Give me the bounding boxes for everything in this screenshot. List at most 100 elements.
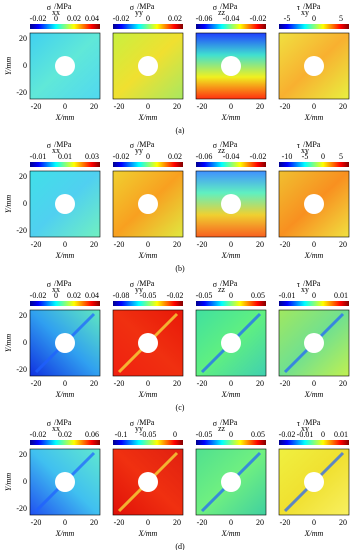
panel-symbol: σ <box>213 3 218 12</box>
panel-subscript: zz <box>218 424 226 433</box>
colorbar-tick-label: 0 <box>229 291 233 300</box>
x-tick-label: -20 <box>280 102 291 111</box>
colorbar-tick-label: 0.02 <box>67 291 81 300</box>
y-tick-label: 20 <box>19 450 27 459</box>
map-frame <box>29 309 101 377</box>
x-axis-label: X/mm <box>138 529 158 538</box>
hole <box>221 194 241 214</box>
x-tick-label: 20 <box>339 379 347 388</box>
colorbar <box>113 301 183 306</box>
panel-subscript: xy <box>301 285 309 294</box>
map-frame <box>278 309 350 377</box>
panel-subscript: zz <box>218 146 226 155</box>
colorbar-tick-label: -0.05 <box>140 291 157 300</box>
colorbar-tick-label: 0.04 <box>85 14 99 23</box>
panel-symbol: σ <box>213 419 218 428</box>
x-tick-label: -20 <box>280 379 291 388</box>
x-tick-label: 20 <box>90 240 98 249</box>
x-tick-label: -20 <box>197 379 208 388</box>
panel-symbol: σ <box>130 280 135 289</box>
colorbar-tick-label: -0.02 <box>167 291 184 300</box>
panel-unit: /MPa <box>137 140 155 149</box>
hole <box>55 56 75 76</box>
y-tick-label: 0 <box>23 199 27 208</box>
colorbar-tick-label: 5 <box>339 152 343 161</box>
colorbar <box>196 440 266 445</box>
hole <box>304 56 324 76</box>
colorbar-tick-label: 0.04 <box>85 291 99 300</box>
hole <box>304 333 324 353</box>
y-axis-label: Y/mm <box>4 473 13 491</box>
panel-subscript: xx <box>52 285 60 294</box>
panel-subscript: yy <box>135 285 143 294</box>
colorbar-tick-label: 0 <box>312 14 316 23</box>
colorbar-tick-label: -0.02 <box>30 291 47 300</box>
y-tick-label: 20 <box>19 34 27 43</box>
colorbar-tick-label: -0.04 <box>223 14 240 23</box>
colorbar <box>30 24 100 29</box>
x-tick-label: 20 <box>256 102 264 111</box>
colorbar <box>113 440 183 445</box>
map-frame <box>29 32 101 100</box>
panel-subscript: zz <box>218 285 226 294</box>
panel-unit: /MPa <box>220 279 238 288</box>
panel-unit: /MPa <box>303 279 321 288</box>
y-tick-label: -20 <box>16 88 27 97</box>
x-tick-label: 20 <box>90 102 98 111</box>
x-axis-label: X/mm <box>138 251 158 260</box>
panel-symbol: τ <box>297 280 301 289</box>
x-tick-label: 0 <box>63 379 67 388</box>
hole <box>138 56 158 76</box>
colorbar-tick-label: -0.02 <box>113 14 130 23</box>
x-axis-label: X/mm <box>304 113 324 122</box>
x-tick-label: -20 <box>31 518 42 527</box>
panel-symbol: σ <box>47 3 52 12</box>
panel-unit: /MPa <box>137 2 155 11</box>
map-frame <box>112 309 184 377</box>
colorbar-tick-label: 0.02 <box>58 430 72 439</box>
x-axis-label: X/mm <box>304 390 324 399</box>
x-tick-label: 0 <box>312 102 316 111</box>
hole <box>221 333 241 353</box>
x-tick-label: 0 <box>229 240 233 249</box>
colorbar-tick-label: -0.02 <box>113 152 130 161</box>
panel-unit: /MPa <box>54 418 72 427</box>
panel-subscript: zz <box>218 8 226 17</box>
x-axis-label: X/mm <box>55 113 75 122</box>
x-axis-label: X/mm <box>221 529 241 538</box>
x-tick-label: -20 <box>197 518 208 527</box>
x-tick-label: 0 <box>229 518 233 527</box>
x-tick-label: -20 <box>114 518 125 527</box>
y-tick-label: 0 <box>23 338 27 347</box>
colorbar <box>30 162 100 167</box>
colorbar-tick-label: 0 <box>54 291 58 300</box>
x-axis-label: X/mm <box>138 113 158 122</box>
x-axis-label: X/mm <box>55 390 75 399</box>
colorbar <box>279 24 349 29</box>
colorbar-tick-label: 0.02 <box>67 14 81 23</box>
panel-unit: /MPa <box>220 418 238 427</box>
colorbar <box>196 301 266 306</box>
row-label: (b) <box>175 264 185 273</box>
colorbar-tick-label: -5 <box>284 14 291 23</box>
colorbar-tick-label: -0.01 <box>30 152 47 161</box>
colorbar-tick-label: -0.02 <box>250 14 267 23</box>
colorbar <box>30 301 100 306</box>
panel-subscript: xx <box>52 8 60 17</box>
panel-subscript: xy <box>301 8 309 17</box>
colorbar-tick-label: -0.02 <box>30 430 47 439</box>
panel-symbol: σ <box>213 141 218 150</box>
hole <box>138 333 158 353</box>
x-axis-label: X/mm <box>304 529 324 538</box>
x-tick-label: -20 <box>197 102 208 111</box>
map-frame <box>195 448 267 516</box>
x-tick-label: 0 <box>229 102 233 111</box>
panel-unit: /MPa <box>54 2 72 11</box>
colorbar-tick-label: 0.01 <box>334 430 348 439</box>
panel-symbol: σ <box>130 3 135 12</box>
x-tick-label: 20 <box>339 240 347 249</box>
hole <box>221 56 241 76</box>
colorbar-tick-label: 0 <box>321 152 325 161</box>
panel-unit: /MPa <box>54 279 72 288</box>
